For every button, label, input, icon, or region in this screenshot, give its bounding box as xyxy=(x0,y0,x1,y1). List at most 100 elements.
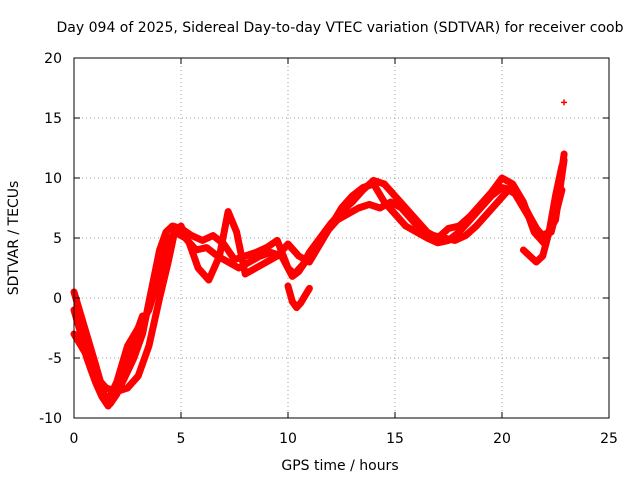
data-point-marker xyxy=(98,393,105,400)
data-point-marker xyxy=(302,259,309,265)
data-point-marker xyxy=(278,253,285,259)
series-track-e xyxy=(284,282,313,312)
data-point-marker xyxy=(199,237,206,244)
data-point-marker xyxy=(135,373,142,379)
data-point-marker xyxy=(83,355,90,361)
data-point-marker xyxy=(192,247,199,253)
x-tick-label: 25 xyxy=(600,431,618,447)
data-point-marker xyxy=(402,223,409,229)
data-point-marker xyxy=(430,232,437,239)
data-point-marker xyxy=(377,205,384,211)
y-tick-label: 15 xyxy=(44,111,62,127)
data-point-marker xyxy=(103,385,110,391)
data-point-marker xyxy=(561,151,568,157)
data-point-marker xyxy=(398,205,405,211)
data-point-marker xyxy=(242,271,249,277)
data-point-marker xyxy=(130,355,137,361)
data-point-marker xyxy=(419,229,426,235)
data-point-marker xyxy=(370,181,377,187)
y-tick-label: -5 xyxy=(48,351,62,367)
data-point-marker xyxy=(285,241,291,247)
data-point-marker xyxy=(456,229,463,235)
data-point-marker xyxy=(165,259,172,265)
grid-lines xyxy=(74,58,609,418)
y-tick-label: 5 xyxy=(53,231,62,247)
data-point-marker xyxy=(169,223,176,229)
data-point-marker xyxy=(516,193,523,199)
chart-title: Day 094 of 2025, Sidereal Day-to-day VTE… xyxy=(57,20,624,36)
data-point-marker xyxy=(349,193,356,199)
data-point-marker xyxy=(558,163,565,169)
data-point-marker xyxy=(285,283,291,289)
data-point-marker xyxy=(113,391,120,397)
data-point-marker xyxy=(274,237,281,244)
data-point-marker xyxy=(473,223,480,229)
series-track-d xyxy=(74,312,146,410)
data-point-marker xyxy=(539,253,546,259)
data-point-marker xyxy=(263,259,270,265)
data-point-marker xyxy=(105,403,112,409)
data-point-marker xyxy=(139,331,146,337)
data-point-marker xyxy=(355,205,362,211)
y-tick-label: -10 xyxy=(39,411,62,427)
series-track-f xyxy=(519,162,566,266)
data-point-marker xyxy=(509,181,516,187)
data-point-marker xyxy=(214,253,221,259)
data-point-marker xyxy=(75,319,82,325)
data-point-marker xyxy=(225,208,232,215)
data-point-marker xyxy=(263,244,270,251)
data-point-marker xyxy=(171,229,178,235)
data-point-marker xyxy=(381,181,388,187)
data-point-marker xyxy=(124,385,131,391)
data-point-marker xyxy=(477,205,484,211)
data-point-marker xyxy=(526,253,533,259)
data-point-marker xyxy=(561,99,568,106)
data-point-marker xyxy=(225,259,232,265)
data-point-marker xyxy=(163,229,170,235)
data-point-marker xyxy=(312,241,319,247)
data-marks xyxy=(70,99,568,410)
y-tick-label: 0 xyxy=(53,291,62,307)
data-point-marker xyxy=(520,247,527,253)
data-point-marker xyxy=(246,259,253,265)
series-outlier xyxy=(561,99,568,106)
data-point-marker xyxy=(195,265,202,271)
data-point-marker xyxy=(289,273,296,280)
data-point-marker xyxy=(267,249,274,256)
data-point-marker xyxy=(205,277,212,283)
data-point-marker xyxy=(409,217,416,223)
y-tick-label: 10 xyxy=(44,171,62,187)
data-point-marker xyxy=(302,292,309,299)
x-tick-label: 15 xyxy=(386,431,404,447)
data-point-marker xyxy=(145,343,152,349)
y-tick-label: 20 xyxy=(44,51,62,67)
data-point-marker xyxy=(387,199,394,205)
series-trace xyxy=(70,186,566,396)
x-tick-label: 0 xyxy=(70,431,79,447)
data-point-marker xyxy=(561,157,568,163)
x-tick-label: 10 xyxy=(279,431,297,447)
data-point-marker xyxy=(122,361,129,367)
data-point-marker xyxy=(488,193,495,199)
data-point-marker xyxy=(546,229,553,235)
data-point-marker xyxy=(499,175,505,181)
data-point-marker xyxy=(293,304,300,311)
data-point-marker xyxy=(203,244,210,251)
data-point-marker xyxy=(445,225,452,232)
data-point-marker xyxy=(182,235,189,241)
data-point-marker xyxy=(392,211,398,217)
data-point-marker xyxy=(392,193,398,199)
data-point-marker xyxy=(156,295,163,301)
x-tick-label: 5 xyxy=(177,431,186,447)
data-point-marker xyxy=(462,232,469,239)
data-point-marker xyxy=(139,313,146,319)
data-point-marker xyxy=(552,193,559,199)
series-track-c xyxy=(70,186,566,396)
data-point-marker xyxy=(156,247,163,253)
data-point-marker xyxy=(505,187,512,193)
data-point-marker xyxy=(359,184,366,191)
data-point-marker xyxy=(344,211,351,217)
data-point-marker xyxy=(526,213,533,220)
data-point-marker xyxy=(295,268,302,275)
